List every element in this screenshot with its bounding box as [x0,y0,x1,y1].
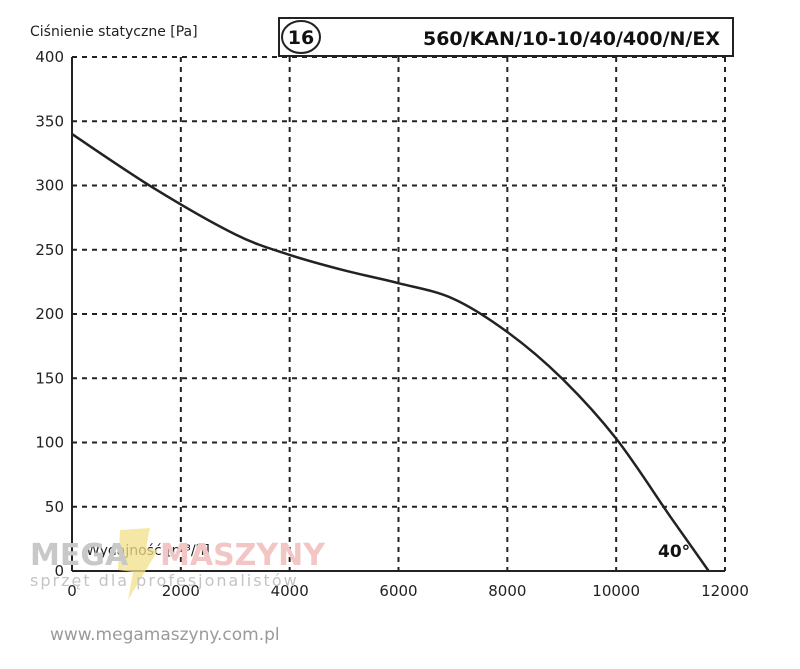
watermark-mega: MEGA [30,538,129,573]
y-tick-label: 200 [35,305,64,323]
axes [71,56,726,572]
badge-circle [281,20,321,54]
y-tick-labels: 0 50 100 150 200 250 300 350 400 [35,48,64,580]
y-axis-label: Ciśnienie statyczne [Pa] [30,24,198,40]
angle-annotation: 40° [658,542,690,562]
watermark: MEGA MASZYNY sprzęt dla profesjonalistów… [30,528,326,645]
x-tick-label: 12000 [701,582,749,600]
x-tick-label: 4000 [271,582,309,600]
series-line [71,133,710,572]
watermark-maszyny: MASZYNY [160,538,326,573]
x-tick-label: 8000 [488,582,526,600]
y-tick-label: 150 [35,369,64,387]
y-tick-label: 300 [35,177,64,195]
chart-title: 560/KAN/10-10/40/400/N/EX [423,28,720,50]
badge-number: 16 [288,27,314,49]
y-tick-label: 350 [35,112,64,130]
watermark-tagline: sprzęt dla profesjonalistów [30,571,299,590]
x-tick-label: 0 [67,582,77,600]
title-box [278,17,734,57]
y-tick-label: 100 [35,434,64,452]
grid [72,57,725,571]
y-tick-label: 400 [35,48,64,66]
lightning-logo-icon [118,528,158,600]
watermark-url: www.megamaszyny.com.pl [50,625,280,645]
x-tick-label: 6000 [379,582,417,600]
x-tick-labels: 0 2000 4000 6000 8000 10000 12000 [67,582,749,600]
y-tick-label: 0 [54,562,64,580]
y-tick-label: 50 [45,498,64,516]
x-tick-label: 10000 [592,582,640,600]
x-tick-label: 2000 [162,582,200,600]
y-tick-label: 250 [35,241,64,259]
